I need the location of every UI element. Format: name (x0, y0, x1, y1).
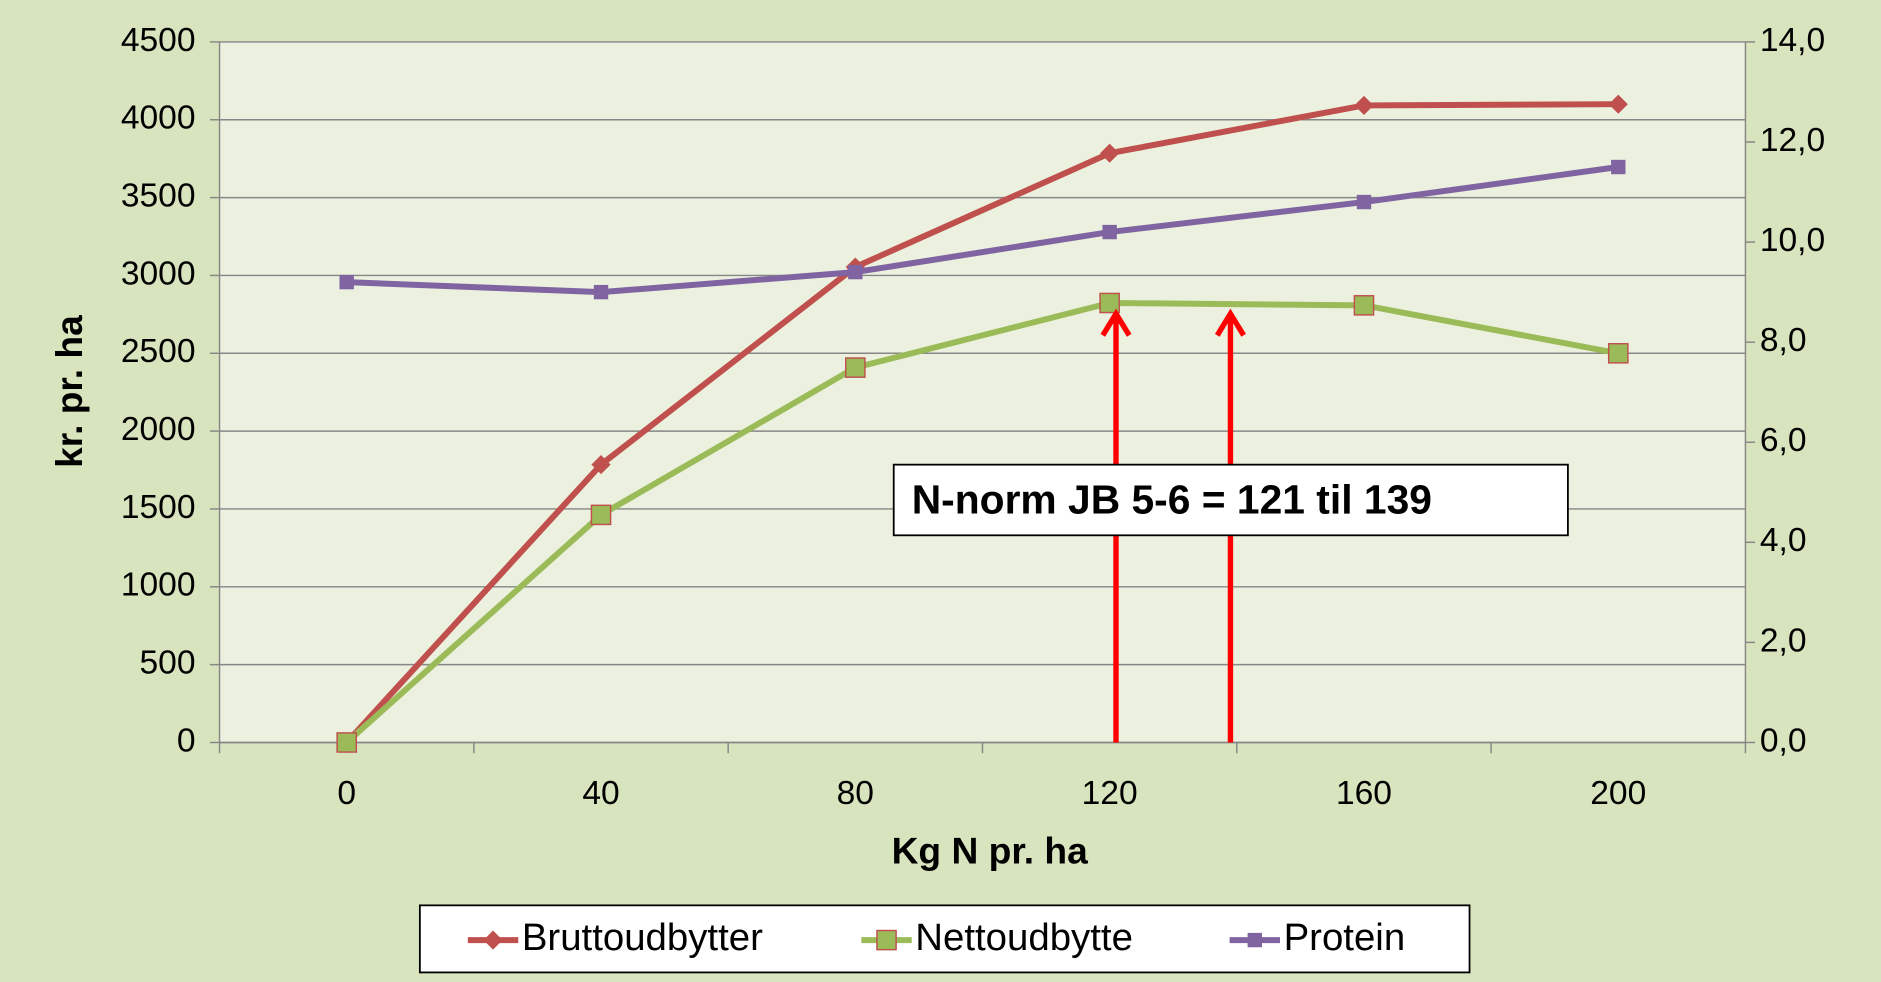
x-tick-label: 40 (582, 775, 619, 812)
marker (1607, 342, 1629, 364)
x-tick-label: 160 (1336, 775, 1392, 812)
y-tick-label: 2000 (121, 411, 196, 448)
y2-tick-label: 2,0 (1760, 622, 1807, 659)
marker (593, 284, 609, 300)
marker (590, 504, 612, 526)
legend-label: Bruttoudbytter (522, 916, 763, 959)
y2-tick-label: 12,0 (1760, 122, 1825, 159)
y-tick-label: 3500 (121, 177, 196, 214)
x-axis-title: Kg N pr. ha (892, 830, 1089, 872)
y-tick-label: 4500 (121, 22, 196, 59)
x-tick-label: 120 (1082, 775, 1138, 812)
marker (845, 357, 866, 378)
marker (1356, 194, 1372, 210)
plot-area (219, 41, 1746, 743)
annotation-box (892, 463, 1569, 537)
marker (591, 455, 611, 475)
y2-tick-label: 6,0 (1760, 422, 1807, 459)
marker (336, 732, 358, 753)
marker (876, 929, 897, 951)
y-tick-label: 3000 (121, 255, 196, 292)
legend-label: Nettoudbytte (915, 916, 1133, 959)
marker (1611, 159, 1626, 175)
series-line (344, 101, 1619, 745)
y-tick-label: 4000 (121, 100, 196, 137)
marker (1608, 94, 1628, 114)
x-tick-label: 0 (337, 775, 356, 812)
y2-tick-label: 4,0 (1760, 522, 1807, 559)
legend (418, 904, 1471, 974)
x-tick-label: 80 (837, 775, 874, 812)
series-line (344, 300, 1619, 745)
y2-tick-label: 14,0 (1760, 22, 1825, 59)
y2-tick-label: 10,0 (1760, 222, 1825, 259)
marker (1353, 295, 1375, 316)
legend-item: Nettoudbytte (861, 916, 1133, 959)
legend-item: Protein (1229, 916, 1406, 959)
marker (1354, 95, 1374, 116)
marker (1099, 292, 1120, 314)
y-axis-title: kr. pr. ha (48, 315, 90, 468)
y-tick-label: 1500 (121, 489, 196, 526)
y2-tick-label: 0,0 (1760, 722, 1807, 759)
legend-label: Protein (1284, 916, 1406, 959)
marker (848, 264, 863, 280)
y2-tick-label: 8,0 (1760, 322, 1807, 359)
y-tick-label: 0 (177, 722, 196, 759)
marker (1247, 932, 1262, 948)
y-tick-label: 1000 (121, 567, 196, 604)
y-tick-label: 500 (140, 645, 196, 682)
y-tick-label: 2500 (121, 333, 196, 370)
marker (339, 274, 354, 290)
legend-item: Bruttoudbytter (467, 916, 763, 959)
marker (1102, 224, 1117, 240)
x-tick-label: 200 (1590, 775, 1646, 812)
series-line (346, 164, 1619, 296)
marker (483, 930, 503, 950)
annotation-text: N-norm JB 5-6 = 121 til 139 (912, 477, 1432, 523)
